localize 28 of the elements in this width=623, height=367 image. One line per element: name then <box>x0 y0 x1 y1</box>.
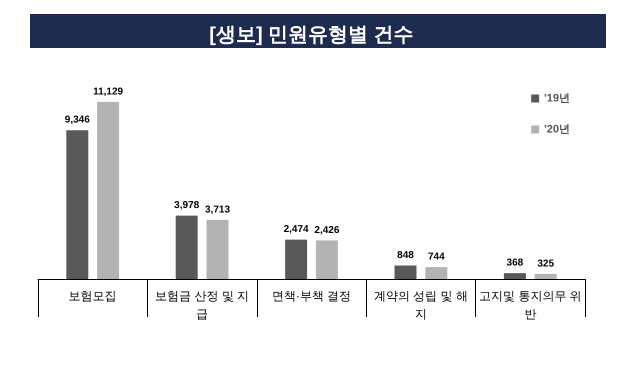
x-tick-label: 계약의 성립 및 해지 <box>374 289 468 321</box>
bar <box>534 274 557 279</box>
x-tick-label: 면책·부책 결정 <box>272 289 352 303</box>
data-label: 3,978 <box>174 200 200 212</box>
data-label: 368 <box>506 258 524 269</box>
x-tick-label: 보험금 산정 및 지급 <box>155 289 250 321</box>
x-tick-label: 고지및 통지의무 위반 <box>478 289 582 321</box>
bar <box>394 266 416 279</box>
bar <box>504 273 526 279</box>
bar <box>97 102 120 279</box>
legend-label: '20년 <box>544 124 570 136</box>
bar <box>206 220 228 279</box>
x-tick-label: 보험모집 <box>68 289 117 303</box>
data-label: 744 <box>428 252 446 263</box>
data-label: 325 <box>537 258 554 270</box>
legend-label: '19년 <box>544 92 570 104</box>
bar <box>285 240 308 279</box>
bar <box>66 130 88 279</box>
bar <box>176 216 198 279</box>
data-label: 2,474 <box>284 224 310 236</box>
data-label: 2,426 <box>314 224 340 236</box>
data-label: 3,713 <box>204 204 230 216</box>
data-label: 11,129 <box>93 86 124 98</box>
bar <box>316 240 338 279</box>
data-label: 848 <box>397 250 414 262</box>
bar <box>425 267 448 279</box>
data-label: 9,346 <box>64 114 90 126</box>
chart-title: [생보] 민원유형별 건수 <box>209 24 414 46</box>
